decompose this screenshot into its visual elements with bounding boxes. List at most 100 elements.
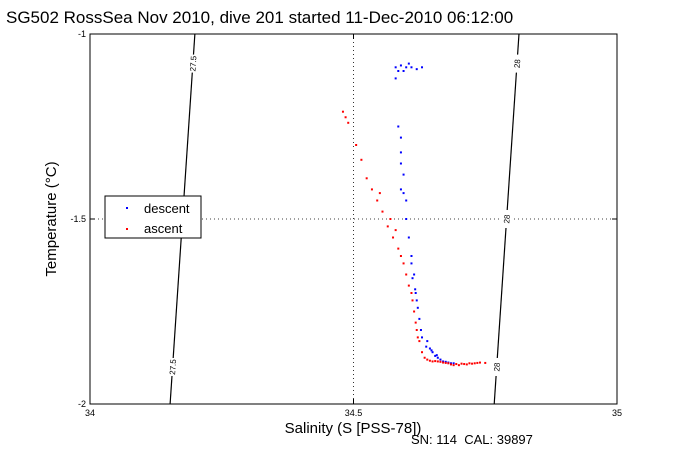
data-point-descent xyxy=(430,349,433,352)
data-point-ascent xyxy=(370,188,373,191)
data-point-ascent xyxy=(399,255,402,257)
legend-label-ascent: ascent xyxy=(144,221,183,236)
data-point-ascent xyxy=(381,210,384,213)
data-point-ascent xyxy=(405,273,408,276)
data-point-ascent xyxy=(389,218,392,220)
data-point-ascent xyxy=(460,362,463,365)
data-point-ascent xyxy=(484,361,487,364)
chart-title: SG502 RossSea Nov 2010, dive 201 started… xyxy=(6,8,513,27)
legend-marker-descent xyxy=(126,207,128,209)
data-point-ascent xyxy=(378,192,381,195)
data-point-ascent xyxy=(465,363,468,366)
data-point-ascent xyxy=(442,361,445,364)
data-point-descent xyxy=(434,354,437,357)
data-point-descent xyxy=(421,66,424,69)
data-point-descent xyxy=(413,273,416,276)
data-point-descent xyxy=(399,162,402,165)
data-point-descent xyxy=(405,66,408,69)
series-ascent xyxy=(341,110,487,367)
data-point-ascent xyxy=(436,360,439,363)
data-point-ascent xyxy=(431,360,434,363)
contour-label-bg xyxy=(510,54,523,73)
data-point-descent xyxy=(452,362,455,365)
data-point-ascent xyxy=(415,329,418,331)
contour-label-bg xyxy=(490,358,503,376)
x-axis-ticks: 34 34.5 35 xyxy=(85,408,622,418)
data-point-descent xyxy=(439,358,442,361)
data-point-ascent xyxy=(411,299,414,302)
data-point-descent xyxy=(397,70,400,72)
data-point-ascent xyxy=(394,229,397,232)
data-point-descent xyxy=(442,360,445,363)
data-point-ascent xyxy=(476,361,479,364)
contour-label-bg xyxy=(186,54,199,73)
data-point-descent xyxy=(431,351,434,354)
data-point-descent xyxy=(449,362,452,365)
data-point-ascent xyxy=(426,358,429,361)
data-point-ascent xyxy=(444,361,447,364)
data-point-descent xyxy=(419,329,422,331)
data-point-descent xyxy=(407,236,410,239)
data-point-descent xyxy=(425,345,428,348)
x-axis-label: Salinity (S [PSS-78]) xyxy=(285,420,422,437)
data-point-ascent xyxy=(376,199,379,202)
x-tick-label: 34.5 xyxy=(345,408,363,418)
y-axis-label: Temperature (°C) xyxy=(43,161,60,276)
data-point-descent xyxy=(399,188,402,191)
data-point-ascent xyxy=(397,247,400,250)
data-point-ascent xyxy=(478,361,481,364)
data-point-ascent xyxy=(447,362,450,365)
contour-label-28: 28 xyxy=(502,214,512,224)
data-point-ascent xyxy=(365,177,368,180)
data-point-descent xyxy=(399,151,402,154)
data-point-ascent xyxy=(386,225,389,228)
legend-marker-ascent xyxy=(126,228,128,230)
data-point-ascent xyxy=(355,144,358,146)
data-point-descent xyxy=(394,77,397,80)
data-point-descent xyxy=(402,173,405,176)
data-point-descent xyxy=(411,277,414,280)
data-point-descent xyxy=(415,68,418,71)
legend-box xyxy=(104,195,202,239)
contour-label-bg xyxy=(166,358,179,376)
data-point-descent xyxy=(410,66,413,69)
legend-label-descent: descent xyxy=(144,201,190,216)
contour-label-27.5: 27.5 xyxy=(188,55,198,72)
data-point-ascent xyxy=(452,364,455,367)
data-point-ascent xyxy=(392,236,395,239)
data-point-descent xyxy=(405,218,408,220)
data-point-ascent xyxy=(439,360,442,363)
data-point-ascent xyxy=(407,284,410,287)
data-point-descent xyxy=(399,64,402,67)
data-point-descent xyxy=(399,136,402,139)
data-point-ascent xyxy=(449,363,452,366)
data-point-descent xyxy=(414,288,417,291)
y-tick-label: -2 xyxy=(78,399,86,409)
data-point-descent xyxy=(436,356,439,359)
data-point-ascent xyxy=(341,110,344,113)
y-tick-label: -1 xyxy=(78,29,86,39)
data-point-descent xyxy=(444,360,447,363)
data-point-ascent xyxy=(344,116,347,119)
data-point-ascent xyxy=(421,351,424,354)
data-point-descent xyxy=(435,354,438,357)
data-point-ascent xyxy=(413,310,416,313)
contour-label-28: 28 xyxy=(513,58,523,68)
contour-label-bg xyxy=(500,210,513,228)
data-point-ascent xyxy=(473,362,476,365)
contour-label-28: 28 xyxy=(492,362,502,372)
data-point-ascent xyxy=(360,158,363,161)
data-point-descent xyxy=(410,262,413,265)
y-axis-ticks: -2 -1.5 -1 xyxy=(70,29,86,409)
data-point-descent xyxy=(402,192,405,195)
contour-label-27.5: 27.5 xyxy=(168,358,178,375)
data-point-ascent xyxy=(423,356,426,359)
x-tick-label: 35 xyxy=(612,408,622,418)
data-point-ascent xyxy=(455,363,458,366)
y-tick-label: -1.5 xyxy=(70,214,86,224)
data-point-descent xyxy=(426,340,429,343)
data-point-ascent xyxy=(414,321,417,324)
data-point-ascent xyxy=(418,340,421,343)
